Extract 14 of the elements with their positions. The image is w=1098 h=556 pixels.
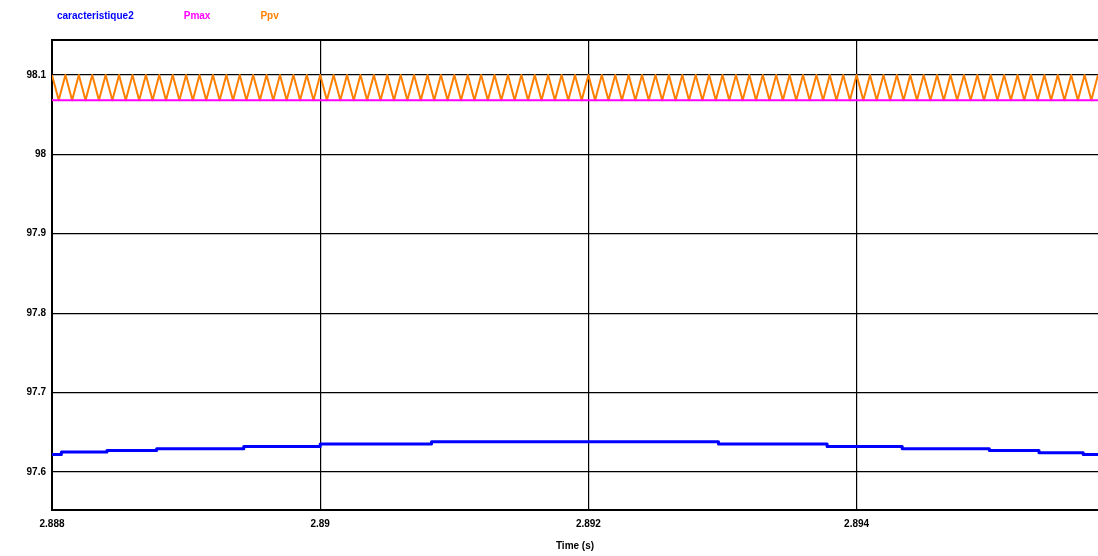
text: Pmax (183, 9, 211, 21)
x-tick-label: 2.888 (39, 517, 65, 529)
x-tick-label: 2.89 (310, 517, 331, 529)
x-axis-title: Time (s) (555, 539, 595, 551)
y-tick-label: 98 (34, 148, 47, 160)
text: Ppv (260, 9, 280, 21)
text: caracteristique2 (57, 9, 135, 21)
y-tick-label: 97.9 (26, 227, 47, 239)
x-tick-label: 2.894 (844, 517, 870, 529)
y-tick-label: 97.8 (26, 306, 47, 318)
y-tick-label: 97.7 (26, 386, 47, 398)
x-tick-label: 2.892 (575, 517, 602, 529)
y-tick-label: 98.1 (26, 68, 47, 80)
y-tick-label: 97.6 (26, 465, 47, 477)
